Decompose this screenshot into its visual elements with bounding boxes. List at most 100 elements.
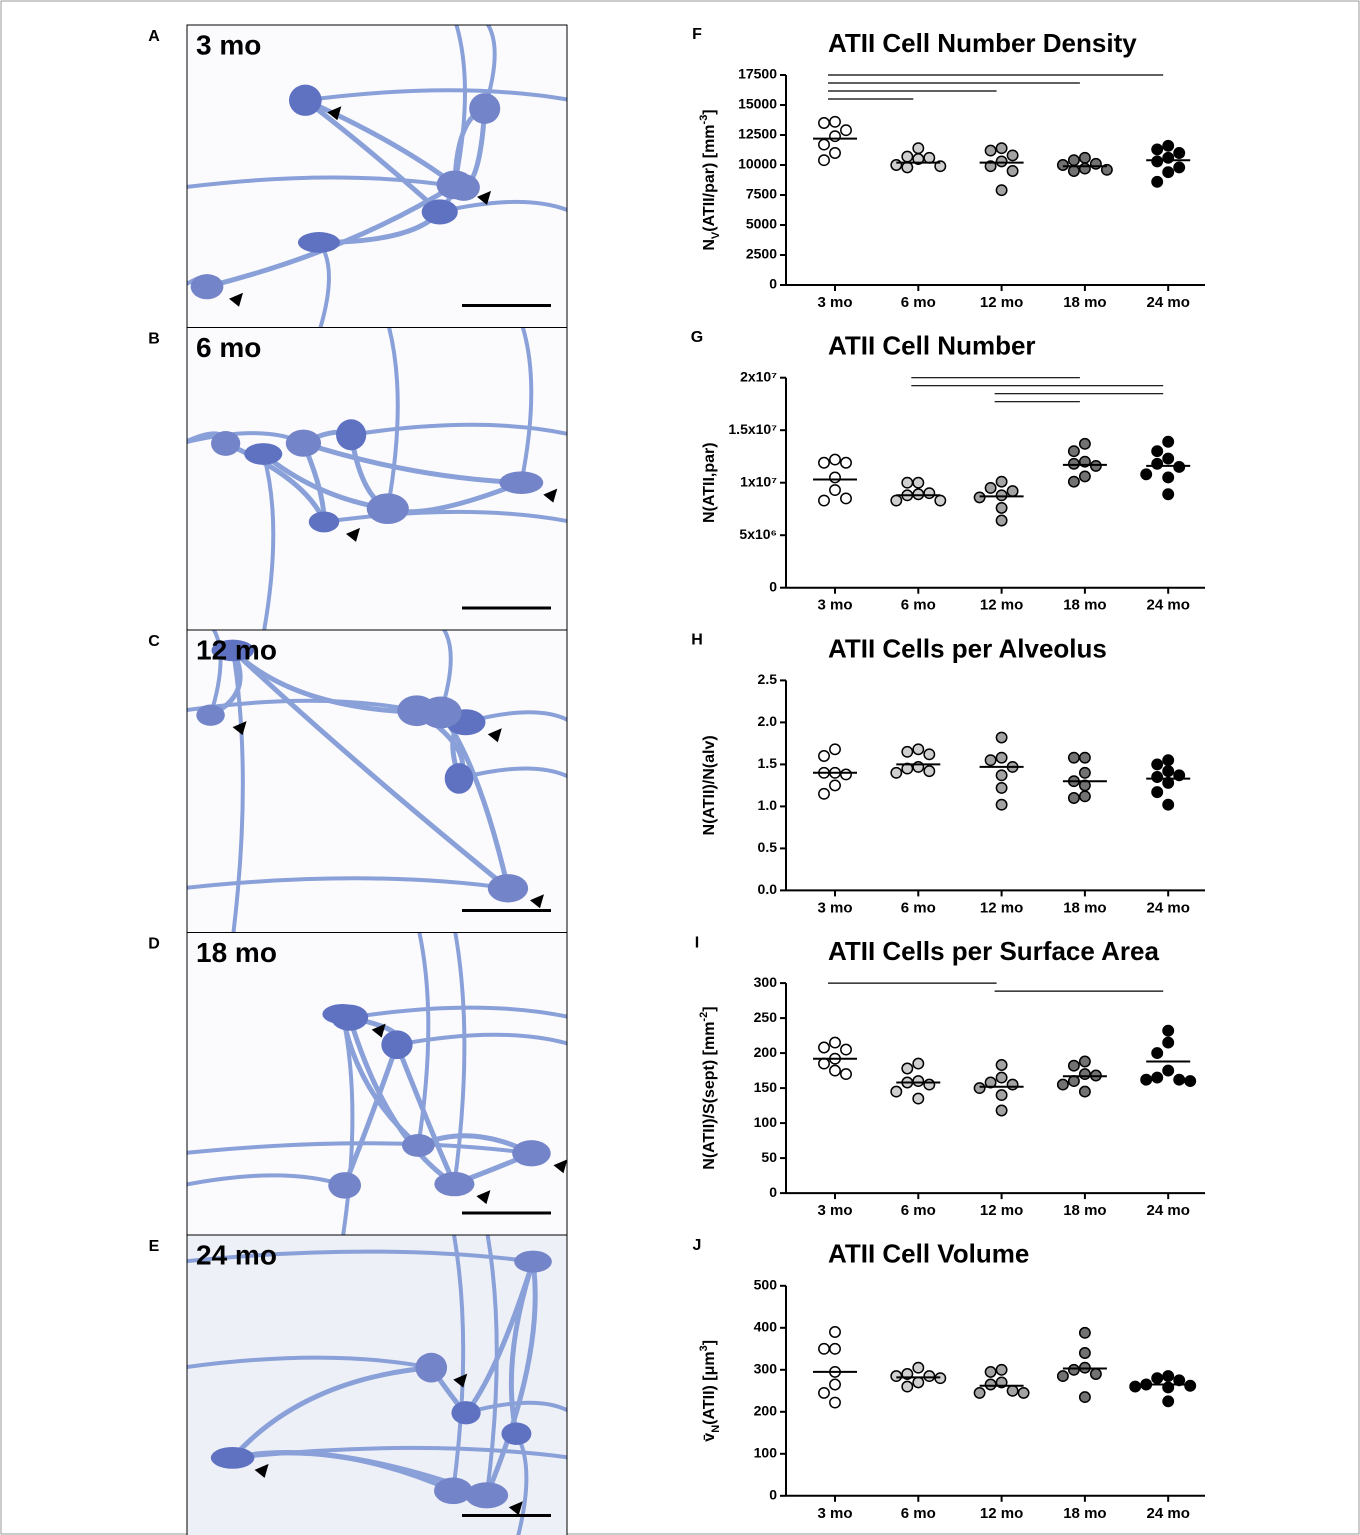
septum bbox=[396, 1032, 567, 1047]
septum bbox=[451, 1235, 466, 1492]
micrograph-content bbox=[187, 932, 567, 1235]
data-point bbox=[1078, 162, 1091, 175]
data-point bbox=[973, 1386, 986, 1399]
data-point bbox=[973, 1082, 986, 1095]
data-point bbox=[1129, 1380, 1142, 1393]
septum bbox=[350, 422, 567, 437]
data-point bbox=[1067, 475, 1080, 488]
data-point bbox=[1067, 1075, 1080, 1088]
data-point bbox=[901, 161, 914, 174]
y-tick-label: 5x10⁶ bbox=[739, 526, 777, 542]
septum bbox=[453, 25, 467, 186]
data-point bbox=[1067, 1059, 1080, 1072]
x-tick-label: 24 mo bbox=[1147, 899, 1190, 916]
data-point bbox=[1162, 798, 1175, 811]
data-point bbox=[1078, 151, 1091, 164]
data-point bbox=[1078, 437, 1091, 450]
data-point bbox=[1078, 1391, 1091, 1404]
y-tick-label: 1.5x10⁷ bbox=[728, 421, 777, 437]
data-point bbox=[818, 1386, 830, 1399]
y-axis-label-part: V bbox=[710, 231, 722, 239]
data-point bbox=[1067, 165, 1080, 177]
data-point bbox=[1056, 159, 1069, 171]
data-point bbox=[1162, 765, 1175, 778]
septum bbox=[230, 1450, 456, 1494]
data-point bbox=[818, 154, 830, 167]
cell bbox=[514, 1250, 552, 1273]
micrograph-border bbox=[186, 1234, 568, 1535]
arrowhead bbox=[553, 1159, 567, 1174]
data-point bbox=[1017, 1386, 1030, 1399]
data-point bbox=[984, 1365, 997, 1378]
septum bbox=[187, 876, 509, 891]
x-tick-label: 3 mo bbox=[817, 294, 852, 311]
data-point bbox=[890, 494, 903, 507]
cell bbox=[308, 511, 340, 533]
chart-title: ATII Cells per Surface Area bbox=[828, 936, 1159, 966]
y-tick-label: 7500 bbox=[746, 186, 777, 202]
panel-letter: F bbox=[692, 26, 702, 43]
data-point bbox=[1056, 1078, 1069, 1091]
arrowhead bbox=[487, 728, 502, 743]
data-point bbox=[829, 115, 841, 128]
data-point bbox=[890, 766, 903, 779]
cell bbox=[190, 274, 224, 300]
panel-letter: B bbox=[148, 331, 160, 348]
data-point bbox=[984, 754, 997, 767]
data-point bbox=[840, 768, 852, 781]
data-point bbox=[912, 1075, 925, 1088]
data-point bbox=[818, 117, 830, 129]
x-tick-label: 6 mo bbox=[901, 1505, 936, 1522]
data-point bbox=[995, 1104, 1008, 1117]
cell bbox=[322, 1003, 363, 1025]
data-point bbox=[1162, 452, 1175, 465]
data-point bbox=[901, 1062, 914, 1075]
data-point bbox=[1078, 1326, 1091, 1339]
y-tick-label: 300 bbox=[754, 974, 778, 990]
data-point bbox=[1078, 1347, 1091, 1359]
data-point bbox=[1078, 1055, 1091, 1068]
data-point bbox=[829, 743, 841, 756]
data-point bbox=[1006, 1384, 1019, 1397]
x-tick-label: 6 mo bbox=[901, 294, 936, 311]
y-tick-label: 1.5 bbox=[758, 755, 778, 771]
panel-label: 3 mo bbox=[196, 29, 261, 60]
cell bbox=[447, 174, 480, 201]
cell bbox=[328, 1172, 362, 1199]
data-point bbox=[829, 1326, 841, 1338]
cell bbox=[336, 419, 367, 451]
cell bbox=[288, 84, 322, 116]
x-tick-label: 6 mo bbox=[901, 1202, 936, 1219]
data-point bbox=[890, 159, 903, 171]
data-point bbox=[890, 1370, 903, 1383]
data-point bbox=[1151, 771, 1164, 783]
data-point bbox=[923, 1370, 936, 1383]
cell bbox=[211, 430, 241, 456]
data-point bbox=[1151, 786, 1164, 799]
data-point bbox=[901, 476, 914, 489]
y-axis-label: v̄N(ATII) [μm3] bbox=[698, 1340, 722, 1442]
x-tick-label: 18 mo bbox=[1063, 1505, 1106, 1522]
data-point bbox=[818, 456, 830, 469]
panel-label: 18 mo bbox=[196, 937, 277, 968]
data-point bbox=[995, 155, 1008, 168]
y-axis-label-part: ] bbox=[701, 109, 718, 114]
data-point bbox=[934, 494, 947, 507]
data-point bbox=[840, 456, 852, 469]
micrograph bbox=[186, 327, 568, 631]
chart-title: ATII Cells per Alveolus bbox=[828, 633, 1107, 663]
septum bbox=[230, 650, 245, 933]
data-point bbox=[829, 779, 841, 792]
data-point bbox=[912, 743, 925, 756]
arrowhead bbox=[453, 1373, 468, 1388]
data-point bbox=[829, 147, 841, 159]
cell bbox=[499, 471, 544, 494]
y-tick-label: 15000 bbox=[738, 96, 777, 112]
data-point bbox=[818, 1041, 830, 1054]
cell bbox=[196, 704, 225, 726]
micrograph-bg bbox=[187, 1235, 567, 1535]
chart-title: ATII Cell Volume bbox=[828, 1239, 1029, 1269]
data-point bbox=[818, 1342, 830, 1355]
cell bbox=[421, 199, 458, 225]
